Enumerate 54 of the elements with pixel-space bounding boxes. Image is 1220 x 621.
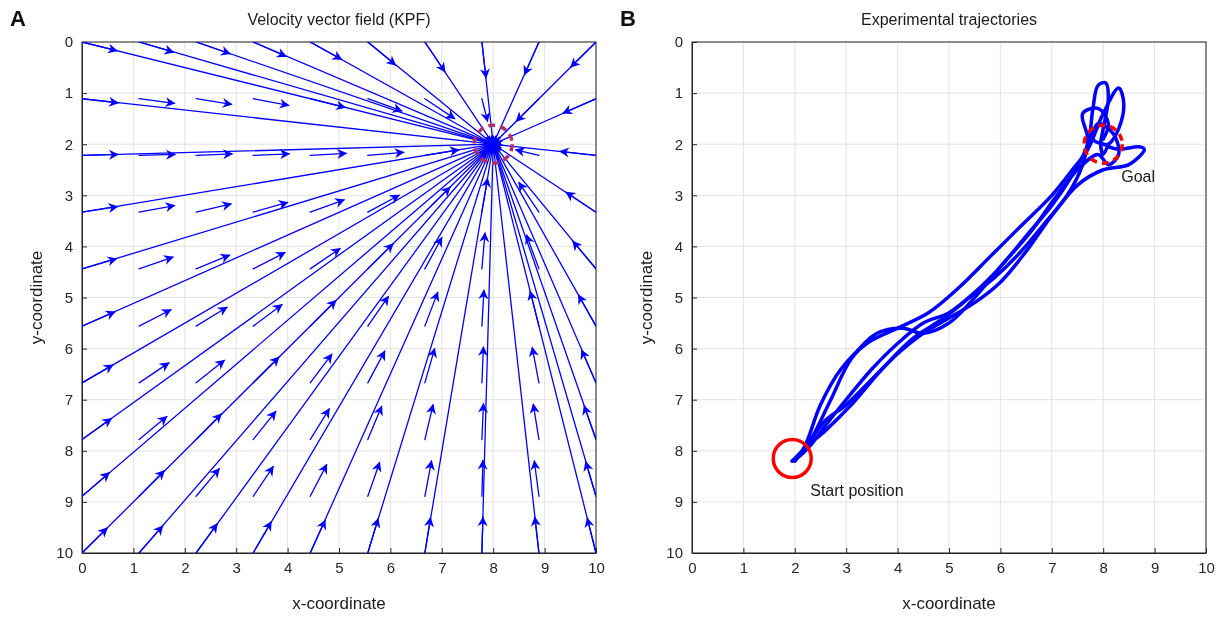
y-tick-label: 8: [674, 442, 683, 460]
y-tick-label: 3: [674, 186, 683, 204]
x-tick-label: 2: [791, 558, 800, 576]
y-tick-label: 10: [56, 544, 73, 562]
y-tick-label: 3: [64, 186, 73, 204]
x-axis-title: x-coordinate: [292, 594, 386, 613]
text: A: [10, 6, 26, 31]
x-tick-label: 1: [739, 558, 749, 576]
x-tick-label: 4: [893, 558, 903, 576]
y-axis-title: y-coordinate: [637, 250, 656, 345]
x-tick-label: 6: [386, 558, 396, 576]
x-tick-label: 7: [438, 558, 447, 576]
x-tick-label: 10: [1198, 558, 1215, 576]
x-tick-label: 2: [181, 558, 190, 576]
x-tick-label: 7: [1048, 558, 1057, 576]
x-tick-label: 9: [1150, 558, 1160, 576]
y-tick-label: 4: [64, 237, 73, 255]
y-tick-label: 1: [64, 84, 73, 102]
x-tick-label: 0: [688, 558, 697, 576]
y-tick-label: 5: [64, 288, 73, 306]
x-axis-title: x-coordinate: [902, 594, 996, 613]
y-tick-label: 0: [64, 33, 73, 51]
x-tick-label: 3: [842, 558, 851, 576]
annotation: Start position: [810, 482, 904, 500]
y-tick-label: 9: [674, 493, 683, 511]
x-tick-label: 5: [945, 558, 954, 576]
x-tick-label: 8: [1099, 558, 1108, 576]
y-tick-label: 7: [64, 391, 73, 408]
y-axis-title: y-coordinate: [27, 250, 46, 345]
y-tick-label: 4: [674, 237, 683, 255]
y-tick-label: 9: [64, 493, 73, 511]
x-tick-label: 9: [540, 558, 550, 576]
x-tick-label: 0: [78, 558, 87, 576]
x-tick-label: 3: [232, 558, 241, 576]
y-tick-label: 2: [64, 135, 73, 153]
chart-title: Experimental trajectories: [860, 11, 1038, 28]
x-tick-label: 8: [489, 558, 498, 576]
text: B: [620, 6, 636, 31]
y-tick-label: 2: [674, 135, 683, 153]
x-tick-label: 10: [588, 558, 605, 576]
x-tick-label: 4: [283, 558, 293, 576]
chart-title: Velocity vector field (KPF): [247, 11, 431, 28]
y-tick-label: 6: [674, 339, 683, 357]
y-tick-label: 5: [674, 288, 683, 306]
y-tick-label: 8: [64, 442, 73, 460]
y-tick-label: 10: [666, 544, 683, 562]
annotation: Goal: [1121, 168, 1155, 186]
x-tick-label: 1: [129, 558, 139, 576]
y-tick-label: 0: [674, 33, 683, 51]
y-tick-label: 6: [64, 339, 73, 357]
x-tick-label: 5: [335, 558, 344, 576]
y-tick-label: 1: [674, 84, 683, 102]
x-tick-label: 6: [996, 558, 1006, 576]
y-tick-label: 7: [674, 391, 683, 408]
